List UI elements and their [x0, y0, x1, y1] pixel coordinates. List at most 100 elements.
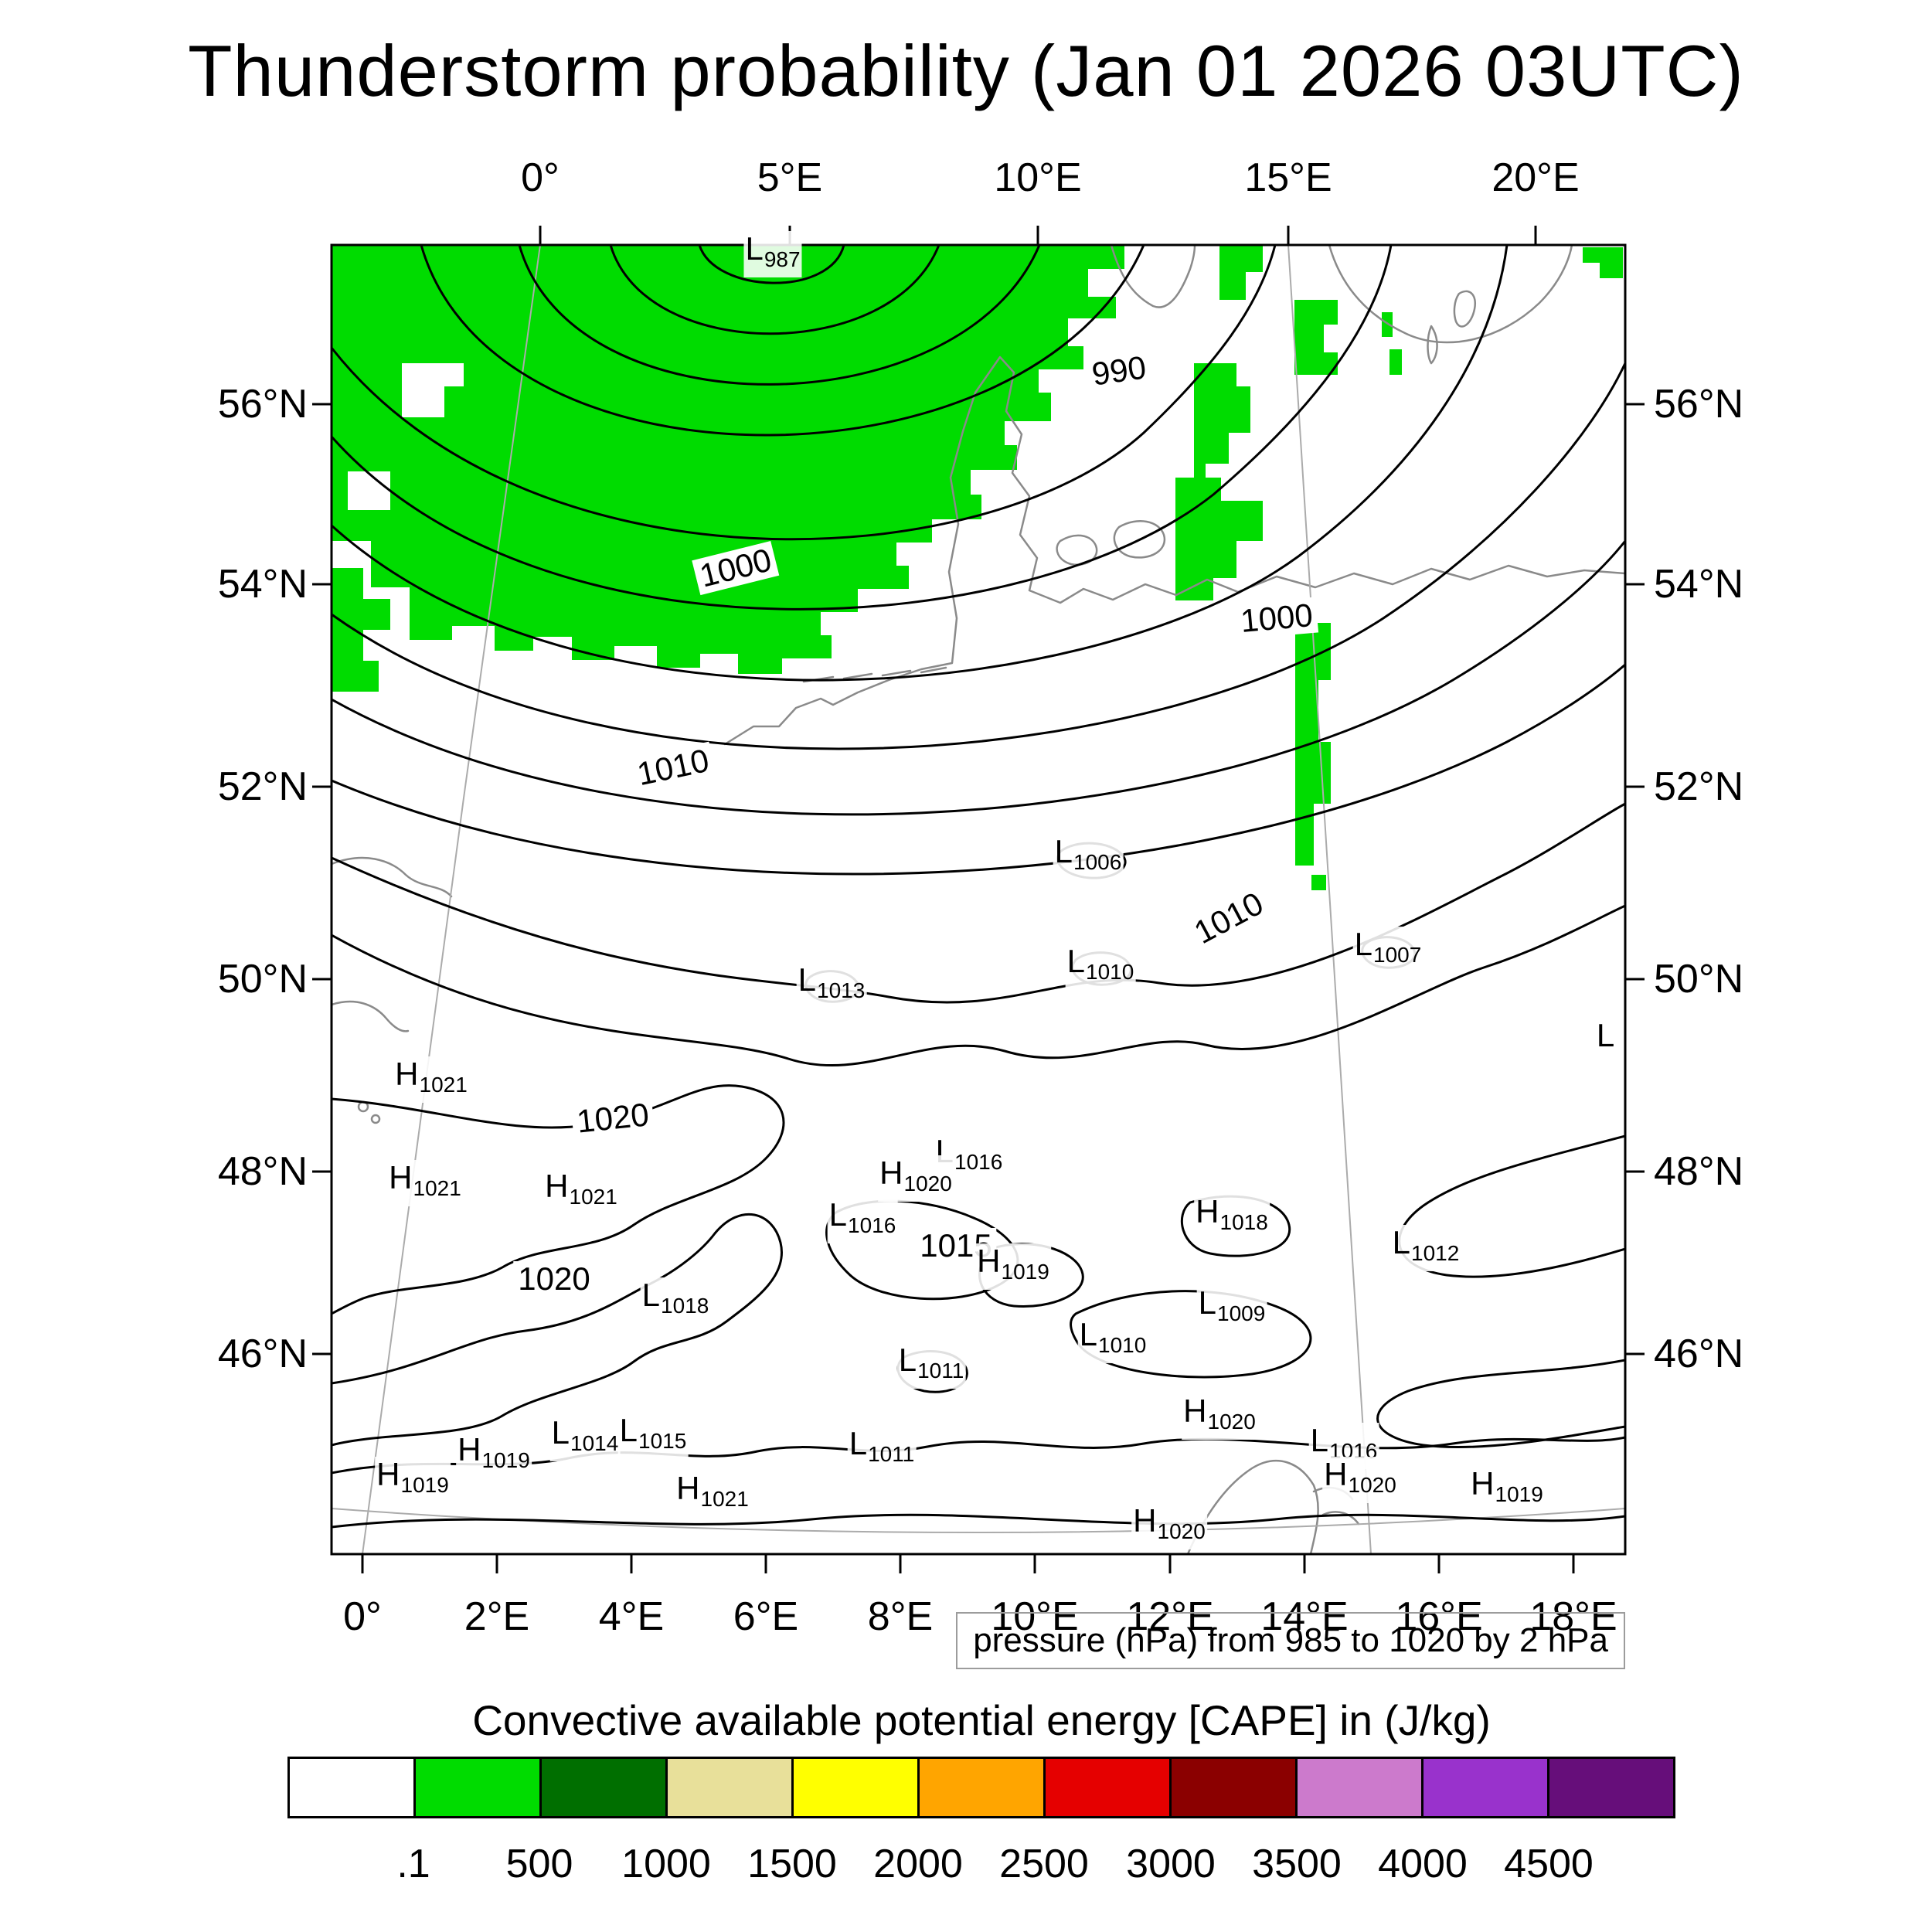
coast-adriatic: [1186, 1459, 1319, 1554]
cape-patch: [1389, 349, 1402, 375]
isobar: [332, 1513, 1625, 1529]
bottom-axis-label: 4°E: [598, 1594, 665, 1639]
pressure-center: L1018: [640, 1277, 711, 1324]
isobar: [698, 245, 845, 284]
pressure-center-value: 1009: [1217, 1301, 1266, 1325]
pressure-center-letter: L: [1596, 1017, 1615, 1053]
isobar: [332, 245, 1277, 541]
pressure-center-letter: L: [551, 1414, 570, 1451]
coast-channel: [332, 856, 453, 898]
pressure-center-letter: H: [1133, 1502, 1157, 1539]
pressure-center: L1012: [1390, 1225, 1461, 1271]
cape-patch: [332, 568, 390, 692]
top-axis-label: 5°E: [757, 155, 823, 200]
colorbar-cell: [1298, 1759, 1423, 1816]
axis-ticks-bottom: [361, 1554, 1575, 1573]
bottom-axis-label: 8°E: [867, 1594, 934, 1639]
pressure-center-letter: L: [1310, 1422, 1329, 1458]
pressure-center-value: 1006: [1073, 850, 1122, 874]
pressure-center: L1007: [1352, 926, 1423, 973]
coast-island: [370, 1114, 381, 1124]
left-axis-label: 52°N: [217, 764, 308, 809]
pressure-center: L987: [743, 231, 802, 277]
pressure-center-letter: L: [619, 1412, 638, 1448]
cape-patch: [1382, 312, 1393, 337]
axis-ticks-left: [312, 403, 332, 1355]
colorbar-tick-label: 1000: [621, 1842, 711, 1886]
pressure-center: H1020: [1322, 1457, 1398, 1503]
left-axis-label: 54°N: [217, 562, 308, 607]
colorbar-tick-label: 1500: [747, 1842, 837, 1886]
coast-skagerrak: [1110, 245, 1196, 308]
bottom-axis-label: 0°: [343, 1594, 382, 1639]
pressure-center-letter: L: [1354, 926, 1373, 962]
pressure-center-letter: H: [676, 1470, 700, 1506]
pressure-center-value: 1021: [419, 1073, 468, 1097]
colorbar-tick-label: .1: [396, 1842, 430, 1886]
bottom-axis-label: 2°E: [464, 1594, 530, 1639]
pressure-center-value: 1018: [661, 1294, 709, 1318]
pressure-center-value: 1015: [638, 1429, 687, 1453]
cape-patch: [1219, 245, 1263, 300]
pressure-center: L1014: [549, 1414, 621, 1461]
pressure-center-letter: H: [1183, 1393, 1207, 1429]
pressure-center: H1020: [878, 1155, 954, 1202]
pressure-center-value: 1010: [1086, 960, 1134, 984]
bottom-axis-label: 12°E: [1126, 1594, 1214, 1639]
cape-region-main: [332, 245, 1124, 674]
pressure-center-value: 987: [764, 247, 801, 271]
colorbar-cell: [416, 1759, 542, 1816]
pressure-center-letter: L: [849, 1425, 868, 1461]
pressure-center-value: 1014: [570, 1431, 619, 1455]
pressure-center: H1019: [456, 1432, 532, 1478]
right-axis-label: 48°N: [1654, 1149, 1744, 1194]
pressure-center-value: 1019: [1001, 1260, 1049, 1284]
coast-gotland: [1427, 290, 1477, 365]
meridian-15e: [1287, 245, 1372, 1554]
colorbar-tick-label: 4500: [1504, 1842, 1594, 1886]
page-title: Thunderstorm probability (Jan 01 2026 03…: [188, 30, 1744, 111]
colorbar-title: Convective available potential energy [C…: [472, 1696, 1491, 1744]
pressure-center: L1009: [1196, 1285, 1267, 1332]
bottom-axis-label: 6°E: [733, 1594, 799, 1639]
pressure-center: H1020: [1131, 1503, 1207, 1549]
coast-sweden: [1328, 245, 1573, 344]
right-axis-label: 54°N: [1654, 562, 1744, 607]
isobar: [332, 904, 1625, 1066]
coast-danish-isles: [1056, 520, 1166, 566]
colorbar-cell: [794, 1759, 920, 1816]
bottom-axis-label: 16°E: [1395, 1594, 1483, 1639]
pressure-center: L1010: [1065, 944, 1136, 990]
colorbar-cell: [542, 1759, 668, 1816]
pressure-center-letter: H: [395, 1056, 419, 1092]
pressure-center: H1020: [1182, 1393, 1257, 1440]
coast-normandy: [332, 1000, 410, 1032]
pressure-center: H1019: [1469, 1466, 1545, 1512]
pressure-center-value: 1021: [413, 1176, 461, 1200]
contour-label: 1020: [513, 1261, 595, 1297]
pressure-center-value: 1013: [817, 978, 866, 1002]
pressure-center-value: 1021: [569, 1185, 617, 1209]
right-axis-label: 56°N: [1654, 382, 1744, 427]
colorbar-tick-label: 500: [505, 1842, 573, 1886]
right-axis-label: 50°N: [1654, 957, 1744, 1002]
pressure-center: H1018: [1194, 1194, 1270, 1240]
left-axis-label: 46°N: [217, 1332, 308, 1376]
top-axis-label: 20°E: [1492, 155, 1580, 200]
pressure-center-letter: H: [879, 1155, 903, 1191]
bottom-axis-label: 14°E: [1260, 1594, 1349, 1639]
pressure-center: L1013: [796, 961, 867, 1009]
pressure-center-value: 1011: [917, 1359, 964, 1383]
isobar: [332, 539, 1625, 816]
top-axis-label: 0°: [521, 155, 560, 200]
pressure-center-value: 1020: [1348, 1473, 1396, 1497]
pressure-center-value: 1016: [848, 1213, 896, 1237]
pressure-center-letter: H: [977, 1243, 1001, 1279]
pressure-center-letter: L: [798, 961, 817, 998]
isobar: [332, 245, 1393, 611]
colorbar-tick-label: 3000: [1126, 1842, 1216, 1886]
colorbar-tick-label: 2000: [873, 1842, 963, 1886]
pressure-center: H1021: [543, 1168, 619, 1215]
